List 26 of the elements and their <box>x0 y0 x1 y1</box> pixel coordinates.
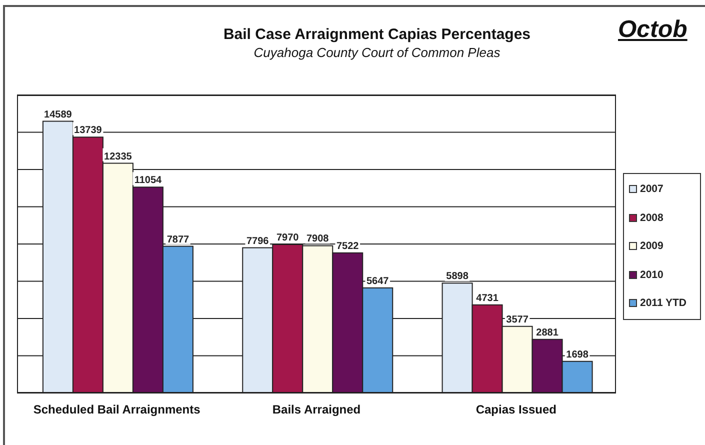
legend-label: 2009 <box>640 240 664 252</box>
chart-subtitle: Cuyahoga County Court of Common Pleas <box>252 45 502 60</box>
data-label: 7877 <box>166 234 190 246</box>
data-label: 12335 <box>104 151 132 162</box>
data-label: 14589 <box>44 109 72 120</box>
x-tick-label: Bails Arraigned <box>272 402 361 417</box>
legend-label: 2010 <box>640 268 664 281</box>
data-label: 4731 <box>476 292 499 304</box>
data-label: 5647 <box>366 276 390 287</box>
data-label: 5898 <box>446 271 469 282</box>
data-label: 2881 <box>536 327 559 338</box>
x-tick-label: Capias Issued <box>476 402 557 417</box>
data-label: 3577 <box>506 314 529 326</box>
data-label: 7970 <box>276 232 300 244</box>
legend-label: 2008 <box>640 212 664 224</box>
legend-label: 2011 YTD <box>640 297 687 310</box>
legend-label: 2007 <box>640 183 664 196</box>
data-label: 13739 <box>74 125 102 136</box>
data-label: 7522 <box>336 240 360 252</box>
data-label: 1698 <box>566 349 589 360</box>
data-label: 11054 <box>134 175 162 186</box>
chart-title: Bail Case Arraignment Capias Percentages <box>222 26 532 43</box>
x-tick-label: Scheduled Bail Arraignments <box>33 402 201 417</box>
data-label: 7796 <box>246 236 270 247</box>
text: Octob <box>618 16 688 44</box>
data-label: 7908 <box>306 234 330 245</box>
